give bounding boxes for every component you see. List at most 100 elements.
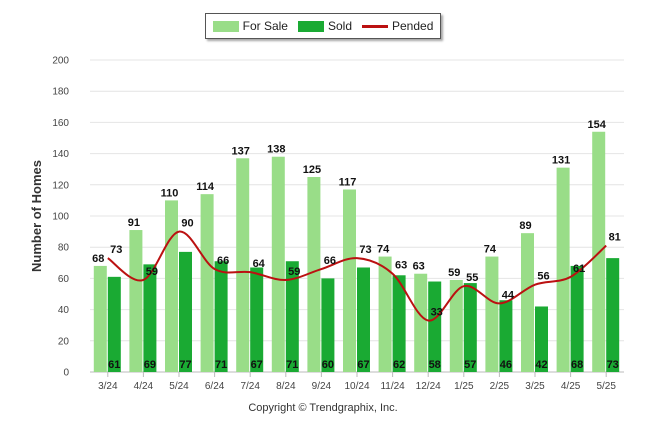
y-tick-label: 160 <box>52 118 69 129</box>
copyright-text: Copyright © Trendgraphix, Inc. <box>248 402 398 414</box>
for-sale-value-label: 68 <box>92 253 104 265</box>
pended-value-label: 73 <box>110 244 122 256</box>
bar-sold <box>357 267 370 372</box>
bar-sold <box>535 306 548 372</box>
pended-value-label: 44 <box>502 289 515 301</box>
sold-value-label: 62 <box>393 359 405 371</box>
bars-layer <box>93 131 620 372</box>
bar-sold <box>107 276 121 372</box>
sold-value-label: 42 <box>535 359 547 371</box>
x-tick-label: 12/24 <box>416 381 441 392</box>
legend-item-for-sale[interactable]: For Sale <box>212 19 288 33</box>
for-sale-value-label: 125 <box>303 164 321 176</box>
y-tick-label: 200 <box>52 56 69 67</box>
y-axis-label: Number of Homes <box>29 160 44 272</box>
axis-layer: 0 20 40 60 80 100 120 140 160 180 200 3/24 4/24 5/24 6… <box>52 56 616 393</box>
pended-value-label: 61 <box>573 263 585 275</box>
for-sale-value-label: 154 <box>588 119 607 131</box>
sold-value-label: 46 <box>500 359 512 371</box>
bar-for-sale <box>236 158 250 372</box>
x-tick-label: 11/24 <box>380 381 405 392</box>
bar-sold <box>214 261 228 372</box>
y-tick-label: 120 <box>52 180 69 191</box>
for-sale-value-label: 63 <box>413 261 425 273</box>
for-sale-value-label: 74 <box>377 244 390 256</box>
pended-value-label: 59 <box>146 266 158 278</box>
bar-for-sale <box>271 156 285 372</box>
x-tick-label: 7/24 <box>240 381 260 392</box>
bar-for-sale <box>485 256 499 372</box>
sold-value-label: 71 <box>215 359 227 371</box>
bar-for-sale <box>521 233 534 372</box>
y-tick-label: 140 <box>52 149 69 160</box>
x-tick-label: 5/24 <box>169 381 189 392</box>
for-sale-value-label: 59 <box>448 267 460 279</box>
sold-value-label: 77 <box>179 359 191 371</box>
bar-sold <box>499 300 513 372</box>
x-tick-label: 8/24 <box>276 381 296 392</box>
legend-swatch-for-sale <box>212 20 239 32</box>
bar-for-sale <box>343 189 356 372</box>
sold-value-label: 67 <box>357 359 369 371</box>
legend-label-for-sale: For Sale <box>242 19 288 33</box>
pended-value-label: 59 <box>288 266 300 278</box>
pended-value-label: 33 <box>431 307 443 319</box>
bar-for-sale <box>200 194 214 372</box>
legend-swatch-pended <box>362 24 388 28</box>
legend-label-sold: Sold <box>327 19 352 33</box>
bar-for-sale <box>556 167 570 372</box>
x-tick-label: 10/24 <box>344 381 369 392</box>
pended-value-label: 66 <box>217 255 229 267</box>
bar-for-sale <box>449 279 463 372</box>
bar-sold <box>606 258 620 372</box>
pended-value-label: 55 <box>466 272 478 284</box>
for-sale-value-label: 114 <box>196 181 215 193</box>
y-tick-label: 60 <box>58 274 70 285</box>
pended-value-label: 81 <box>609 232 621 244</box>
sold-value-label: 71 <box>286 359 298 371</box>
for-sale-value-label: 74 <box>484 244 497 256</box>
x-tick-label: 3/24 <box>98 381 118 392</box>
sold-value-label: 68 <box>571 359 583 371</box>
y-tick-label: 80 <box>58 243 70 254</box>
y-tick-label: 40 <box>58 305 70 316</box>
x-tick-label: 6/24 <box>205 381 225 392</box>
y-tick-label: 20 <box>58 336 70 347</box>
bar-sold <box>570 265 584 372</box>
pended-value-label: 90 <box>181 218 193 230</box>
legend-item-pended[interactable]: Pended <box>362 19 433 33</box>
bar-for-sale <box>307 177 321 372</box>
pended-value-label: 56 <box>537 271 549 283</box>
sold-value-label: 67 <box>251 359 263 371</box>
bar-sold <box>392 275 406 372</box>
y-tick-label: 180 <box>52 87 69 98</box>
bar-sold <box>143 264 157 372</box>
bar-sold <box>285 261 299 372</box>
bar-for-sale <box>414 273 428 372</box>
bar-for-sale <box>93 265 107 372</box>
legend-label-pended: Pended <box>392 19 434 33</box>
bar-sold <box>179 251 192 372</box>
x-tick-label: 1/25 <box>454 381 474 392</box>
sold-value-label: 61 <box>108 359 120 371</box>
labels-layer: 68 91 110 114 137 138 125 117 74 63 59 74 89 131 154 61… <box>92 119 621 371</box>
legend-item-sold[interactable]: Sold <box>297 19 352 33</box>
pended-value-label: 63 <box>395 260 407 272</box>
line-layer <box>107 230 607 322</box>
legend: For Sale Sold Pended <box>205 13 441 39</box>
pended-value-label: 73 <box>359 244 371 256</box>
x-tick-label: 9/24 <box>312 381 332 392</box>
legend-swatch-sold <box>297 20 324 32</box>
sold-value-label: 73 <box>607 359 619 371</box>
for-sale-value-label: 131 <box>552 155 570 167</box>
bar-sold <box>463 283 477 372</box>
for-sale-value-label: 89 <box>519 220 531 232</box>
sold-value-label: 58 <box>429 359 441 371</box>
bar-sold <box>428 281 442 372</box>
bar-sold <box>321 278 335 372</box>
y-tick-label: 100 <box>52 212 69 223</box>
for-sale-value-label: 137 <box>232 145 250 157</box>
bar-sold <box>250 267 264 372</box>
